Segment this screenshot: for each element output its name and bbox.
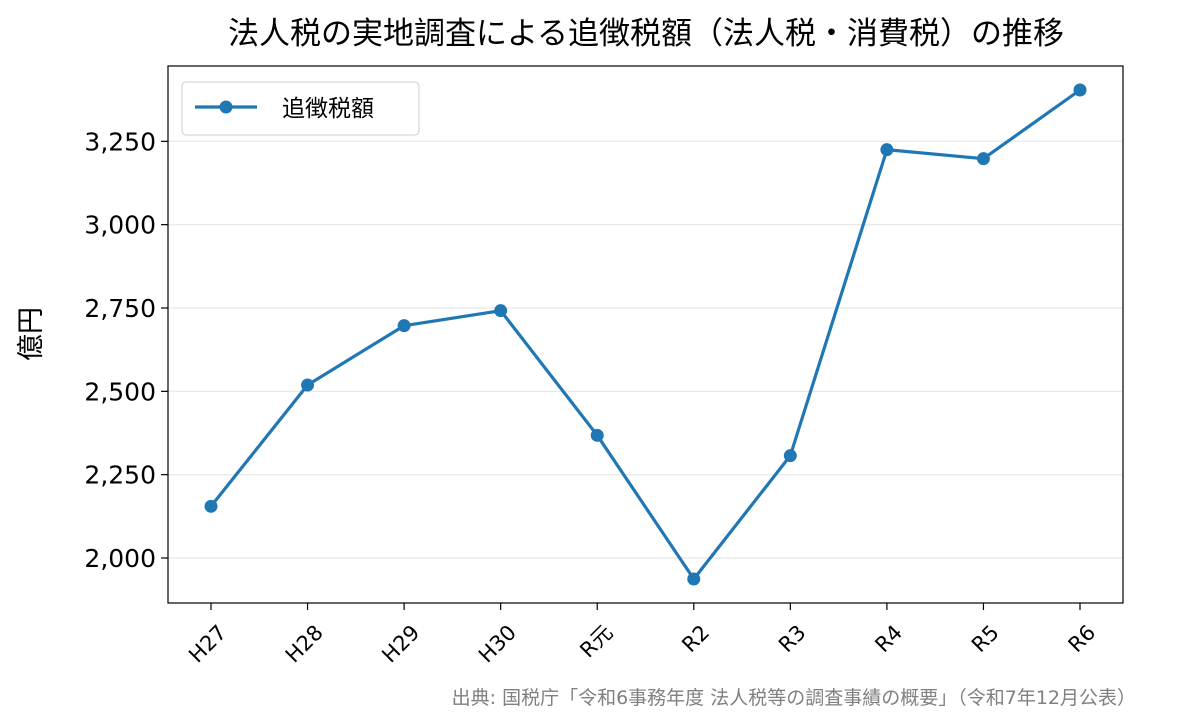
data-point: [301, 378, 315, 392]
x-tick-label: R2: [677, 620, 714, 657]
chart-title: 法人税の実地調査による追徴税額（法人税・消費税）の推移: [228, 16, 1064, 52]
x-tick-label: R3: [774, 620, 811, 657]
x-tick-label: H27: [184, 620, 231, 667]
y-tick-label: 2,750: [84, 294, 156, 323]
y-tick-label: 3,250: [84, 127, 156, 156]
series-layer: [204, 83, 1087, 586]
data-point: [397, 319, 411, 333]
x-tick-label: H30: [474, 620, 521, 667]
x-tick-label: R元: [575, 620, 617, 662]
y-tick-label: 3,000: [84, 211, 156, 240]
legend-label: 追徴税額: [282, 96, 374, 122]
y-tick-label: 2,000: [84, 544, 156, 573]
plot-frame: [167, 65, 1124, 604]
x-tick-label: R6: [1064, 620, 1101, 657]
data-point: [494, 304, 508, 318]
legend-marker-swatch: [219, 100, 233, 114]
data-point: [976, 152, 990, 166]
legend-box: [181, 81, 420, 136]
y-tick-label: 2,500: [84, 377, 156, 406]
x-axis: H27 H28 H29 H30 R元 R2 R3 R4 R5 R6: [184, 603, 1100, 667]
x-tick-label: H29: [377, 620, 424, 667]
y-axis: 2,000 2,250 2,500 2,750 3,000 3,250: [84, 127, 168, 573]
series-line: [209, 88, 1082, 581]
data-point: [783, 449, 797, 463]
data-point: [204, 499, 218, 513]
source-note: 出典: 国税庁「令和6事務年度 法人税等の調査事績の概要」（令和7年12月公表）: [452, 687, 1136, 709]
legend: 追徴税額: [181, 81, 420, 136]
y-axis-label: 億円: [16, 307, 47, 361]
data-point: [590, 428, 604, 442]
data-point: [1073, 83, 1087, 97]
grid-lines: [168, 140, 1123, 559]
y-tick-label: 2,250: [84, 461, 156, 490]
data-point: [880, 143, 894, 157]
data-point: [687, 572, 701, 586]
x-tick-label: H28: [281, 620, 328, 667]
x-tick-label: R4: [870, 620, 907, 657]
x-tick-label: R5: [967, 620, 1004, 657]
